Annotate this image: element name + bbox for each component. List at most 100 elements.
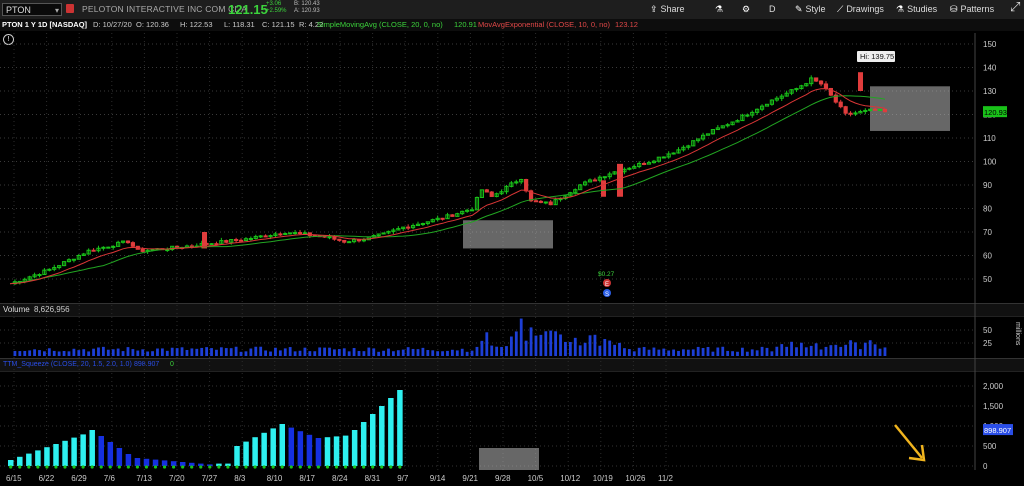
volume-bar [416, 349, 420, 356]
drawings-button[interactable]: ⟋ Drawings [837, 4, 884, 14]
volume-bar [288, 347, 292, 356]
candle [676, 149, 681, 154]
study-label[interactable]: TTM_Squeeze (CLOSE, 20, 1.5, 2.0, 1.0) [3, 361, 132, 368]
squeeze-dot [280, 465, 284, 469]
squeeze-bar [35, 450, 41, 466]
settings-button[interactable]: ⚙ [742, 3, 753, 16]
candle [853, 112, 858, 115]
candle [202, 232, 207, 249]
volume-bar [632, 351, 636, 356]
volume-bar [151, 351, 154, 356]
patterns-button[interactable]: ⛁ Patterns [950, 4, 995, 14]
pencil-icon: ✎ [795, 4, 803, 14]
candle [145, 249, 150, 252]
volume-bar [701, 348, 705, 356]
symbol-input[interactable]: PTON ▾ [2, 3, 62, 16]
candle [175, 245, 180, 248]
volume-bar [215, 349, 218, 356]
candle [401, 226, 406, 230]
candle [445, 214, 450, 220]
candle [165, 249, 170, 252]
volume-bar [18, 351, 22, 356]
candle [514, 181, 519, 184]
squeeze-dot [27, 465, 31, 469]
volume-bar [549, 330, 553, 356]
squeeze-bar [62, 440, 68, 466]
candle [106, 246, 111, 249]
volume-bar [824, 346, 828, 356]
volume-bar [883, 347, 887, 356]
toolbar: PTON ▾ PELOTON INTERACTIVE INC COM CL A 1… [0, 0, 1024, 20]
candle [583, 181, 588, 186]
volume-bar [352, 348, 356, 356]
volume-bar [283, 348, 287, 356]
candle [209, 243, 214, 246]
volume-bar [190, 348, 194, 356]
volume-bar [849, 340, 852, 356]
squeeze-bar [179, 462, 186, 466]
candle [543, 201, 548, 204]
study-value: 898.907 [134, 361, 160, 368]
candle [504, 185, 509, 193]
squeeze-bar [80, 434, 86, 466]
date-tick-label: 9/14 [430, 474, 446, 483]
volume-bar [672, 349, 675, 356]
volume-bar [254, 346, 258, 356]
study-last-box [983, 424, 1013, 436]
volume-bar [229, 348, 233, 356]
ema-label[interactable]: MovAvgExponential (CLOSE, 10, 0, no) [478, 20, 611, 29]
candle [76, 255, 81, 260]
candle [57, 265, 62, 269]
squeeze-dot [325, 465, 330, 469]
volume-bar [259, 346, 263, 356]
studies-button[interactable]: ⚗ Studies [896, 4, 938, 14]
candle [17, 280, 22, 283]
share-button[interactable]: ⇪ Share [650, 4, 685, 14]
squeeze-bar [388, 398, 394, 466]
volume-bar [47, 348, 51, 356]
chevron-down-icon[interactable]: ▾ [54, 6, 59, 15]
volume-bar [736, 351, 739, 356]
period-button[interactable]: D [769, 4, 776, 14]
candle [125, 240, 131, 244]
volume-bar [731, 351, 734, 356]
volume-bar [426, 350, 430, 356]
price-tick-label: 90 [983, 181, 992, 190]
flask-button[interactable]: ⚗ [715, 3, 726, 16]
maximize-icon[interactable]: ⤢ [1010, 0, 1021, 14]
bid-ask: B: 120.43 A: 120.93 [294, 1, 320, 14]
earnings-icon-label: E [605, 282, 609, 288]
squeeze-dot [181, 465, 185, 469]
symbol-color-icon[interactable] [66, 4, 74, 13]
candle [450, 214, 455, 217]
squeeze-bar [116, 448, 123, 466]
volume-bar [175, 348, 179, 356]
candle [877, 108, 883, 111]
squeeze-bar [71, 437, 77, 466]
date-tick-label: 9/7 [397, 474, 409, 483]
candle [224, 240, 229, 243]
candle [725, 124, 730, 127]
squeeze-bar [370, 414, 376, 466]
candle [469, 209, 475, 212]
candle [317, 235, 322, 238]
info-icon[interactable]: ! [3, 34, 14, 45]
squeeze-dot [208, 465, 212, 469]
date-tick-label: 8/31 [365, 474, 381, 483]
volume-bar [367, 347, 371, 356]
candle [759, 105, 765, 110]
volume-bar [460, 348, 464, 356]
volume-bar [662, 348, 666, 356]
volume-bar [303, 347, 307, 356]
candle [479, 189, 484, 198]
candle [755, 108, 760, 113]
sma-label[interactable]: SimpleMovingAvg (CLOSE, 20, 0, no) [317, 20, 443, 29]
candle [750, 111, 755, 116]
candle [646, 162, 652, 165]
date-tick-label: 6/15 [6, 474, 22, 483]
candle [81, 253, 86, 257]
patterns-icon: ⛁ [950, 4, 958, 14]
squeeze-bar [198, 463, 204, 466]
style-button[interactable]: ✎ Style [795, 4, 826, 14]
